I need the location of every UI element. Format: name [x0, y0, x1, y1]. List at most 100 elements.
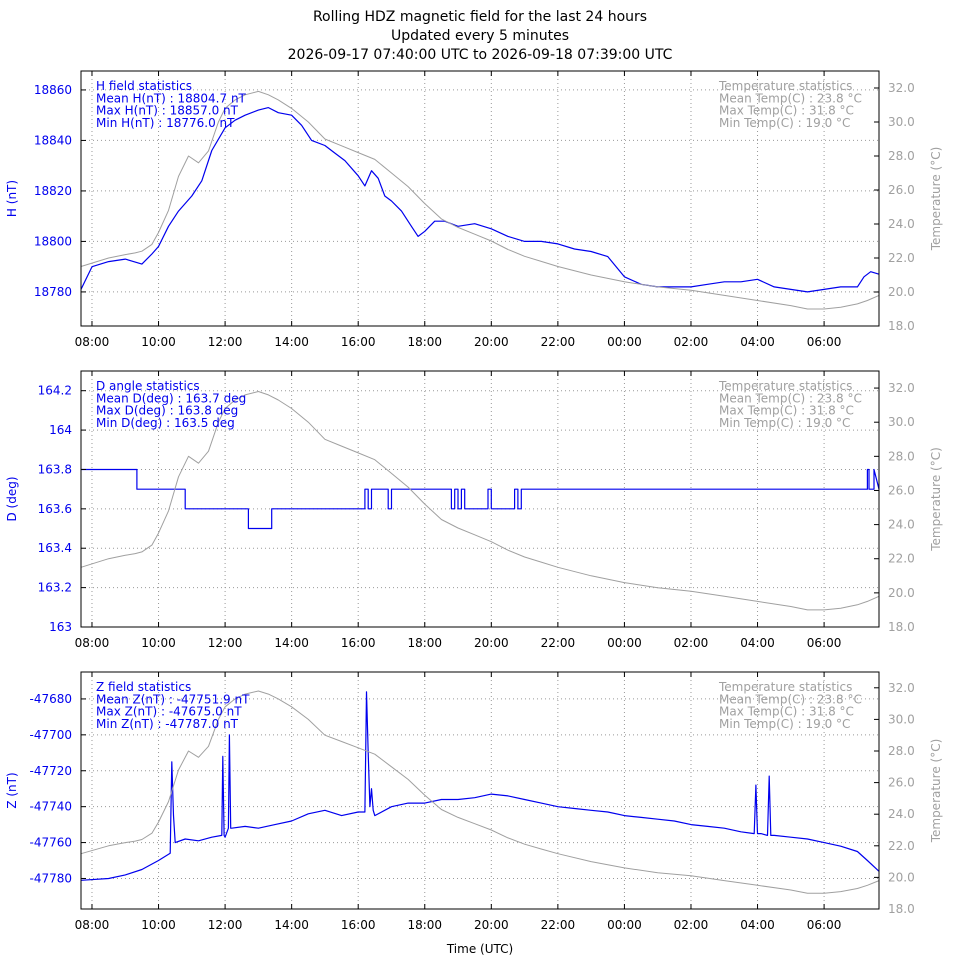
- y-tick-label: 18860: [34, 83, 72, 97]
- y-tick-label: 163.4: [38, 541, 72, 555]
- x-tick-label: 22:00: [541, 335, 576, 349]
- temperature-series-line: [80, 90, 880, 310]
- field-stats-line: Max Z(nT) : -47675.0 nT: [96, 705, 242, 719]
- y-tick-label: -47760: [29, 836, 72, 850]
- temperature-series-line: [80, 690, 880, 894]
- y2-axis-label: Temperature (°C): [929, 447, 943, 552]
- x-tick-label: 16:00: [341, 918, 376, 932]
- y-tick-label: 163.2: [38, 581, 72, 595]
- y2-tick-label: 26.0: [888, 776, 915, 790]
- y2-tick-label: 30.0: [888, 115, 915, 129]
- temperature-stats-line: Temperature statistics: [718, 79, 852, 93]
- y2-tick-label: 18.0: [888, 620, 915, 634]
- y-tick-label: 18800: [34, 234, 72, 248]
- x-tick-label: 18:00: [407, 636, 442, 650]
- x-tick-label: 08:00: [75, 918, 110, 932]
- y-tick-label: 164: [49, 423, 72, 437]
- y2-tick-label: 26.0: [888, 183, 915, 197]
- y-axis-label: D (deg): [5, 476, 19, 521]
- x-tick-label: 20:00: [474, 918, 509, 932]
- panel-D: 08:00 10:00 12:00 14:00 16:00 18:00 20:00 22:00…: [5, 370, 943, 650]
- y2-tick-label: 24.0: [888, 518, 915, 532]
- y2-tick-label: 22.0: [888, 839, 915, 853]
- x-tick-label: 22:00: [541, 636, 576, 650]
- y2-tick-label: 32.0: [888, 681, 915, 695]
- y2-tick-label: 20.0: [888, 285, 915, 299]
- field-stats-line: Min Z(nT) : -47787.0 nT: [96, 717, 239, 731]
- x-tick-label: 14:00: [274, 918, 309, 932]
- y2-tick-label: 30.0: [888, 415, 915, 429]
- y-tick-label: -47720: [29, 764, 72, 778]
- x-tick-label: 04:00: [740, 918, 775, 932]
- x-tick-label: 04:00: [740, 636, 775, 650]
- y-tick-label: 18780: [34, 285, 72, 299]
- y-axis-label: Z (nT): [5, 772, 19, 808]
- y2-tick-label: 32.0: [888, 81, 915, 95]
- x-tick-label: 16:00: [341, 636, 376, 650]
- temperature-stats-line: Max Temp(C) : 31.8 °C: [719, 705, 854, 719]
- field-stats-line: Min H(nT) : 18776.0 nT: [96, 116, 235, 130]
- x-tick-label: 12:00: [208, 335, 243, 349]
- temperature-stats-line: Min Temp(C) : 19.0 °C: [719, 717, 850, 731]
- y-tick-label: 164.2: [38, 384, 72, 398]
- x-tick-label: 02:00: [674, 335, 709, 349]
- field-series-line: [81, 468, 880, 530]
- y2-axis-label: Temperature (°C): [929, 147, 943, 252]
- plot-frame: [80, 70, 880, 327]
- x-tick-label: 12:00: [208, 636, 243, 650]
- temperature-stats-line: Min Temp(C) : 19.0 °C: [719, 116, 850, 130]
- x-tick-label: 12:00: [208, 918, 243, 932]
- x-tick-label: 02:00: [674, 636, 709, 650]
- x-tick-label: 14:00: [274, 636, 309, 650]
- y2-tick-label: 24.0: [888, 807, 915, 821]
- y2-tick-label: 22.0: [888, 552, 915, 566]
- x-tick-label: 00:00: [607, 335, 642, 349]
- x-tick-label: 18:00: [407, 335, 442, 349]
- x-tick-label: 02:00: [674, 918, 709, 932]
- field-stats-line: Max H(nT) : 18857.0 nT: [96, 104, 239, 118]
- panel-Z: 08:00 10:00 12:00 14:00 16:00 18:00 20:00 22:00…: [5, 671, 943, 956]
- x-tick-label: 06:00: [807, 335, 842, 349]
- x-tick-label: 00:00: [607, 918, 642, 932]
- x-tick-label: 20:00: [474, 636, 509, 650]
- y2-tick-label: 24.0: [888, 217, 915, 231]
- x-tick-label: 08:00: [75, 335, 110, 349]
- chart-title-line2: Updated every 5 minutes: [391, 28, 569, 44]
- x-tick-label: 06:00: [807, 918, 842, 932]
- y-tick-label: -47780: [29, 871, 72, 885]
- x-tick-label: 16:00: [341, 335, 376, 349]
- x-axis-label: Time (UTC): [446, 942, 513, 956]
- y-tick-label: 18820: [34, 184, 72, 198]
- temperature-stats-line: Mean Temp(C) : 23.8 °C: [719, 391, 862, 405]
- x-tick-label: 10:00: [141, 918, 176, 932]
- y-tick-label: 163: [49, 620, 72, 634]
- field-series-line: [80, 107, 880, 293]
- temperature-stats-line: Mean Temp(C) : 23.8 °C: [719, 692, 862, 706]
- y2-tick-label: 28.0: [888, 149, 915, 163]
- temperature-stats-line: Temperature statistics: [718, 379, 852, 393]
- x-tick-label: 06:00: [807, 636, 842, 650]
- y-tick-label: 18840: [34, 133, 72, 147]
- field-series-line: [80, 691, 880, 881]
- field-stats-line: H field statistics: [96, 79, 192, 93]
- y2-axis-label: Temperature (°C): [929, 739, 943, 844]
- field-stats-line: Max D(deg) : 163.8 deg: [96, 404, 238, 418]
- y-tick-label: -47700: [29, 728, 72, 742]
- x-tick-label: 18:00: [407, 918, 442, 932]
- y2-tick-label: 18.0: [888, 319, 915, 333]
- temperature-stats-line: Max Temp(C) : 31.8 °C: [719, 404, 854, 418]
- field-stats-line: Z field statistics: [96, 680, 191, 694]
- temperature-stats-line: Max Temp(C) : 31.8 °C: [719, 104, 854, 118]
- y2-tick-label: 20.0: [888, 586, 915, 600]
- y-tick-label: 163.6: [38, 502, 72, 516]
- plot-frame: [80, 671, 880, 910]
- x-tick-label: 22:00: [541, 918, 576, 932]
- y-tick-label: -47740: [29, 800, 72, 814]
- temperature-stats-line: Mean Temp(C) : 23.8 °C: [719, 91, 862, 105]
- y2-tick-label: 28.0: [888, 449, 915, 463]
- y2-tick-label: 20.0: [888, 870, 915, 884]
- x-tick-label: 04:00: [740, 335, 775, 349]
- x-tick-label: 14:00: [274, 335, 309, 349]
- y-tick-label: -47680: [29, 692, 72, 706]
- x-tick-label: 20:00: [474, 335, 509, 349]
